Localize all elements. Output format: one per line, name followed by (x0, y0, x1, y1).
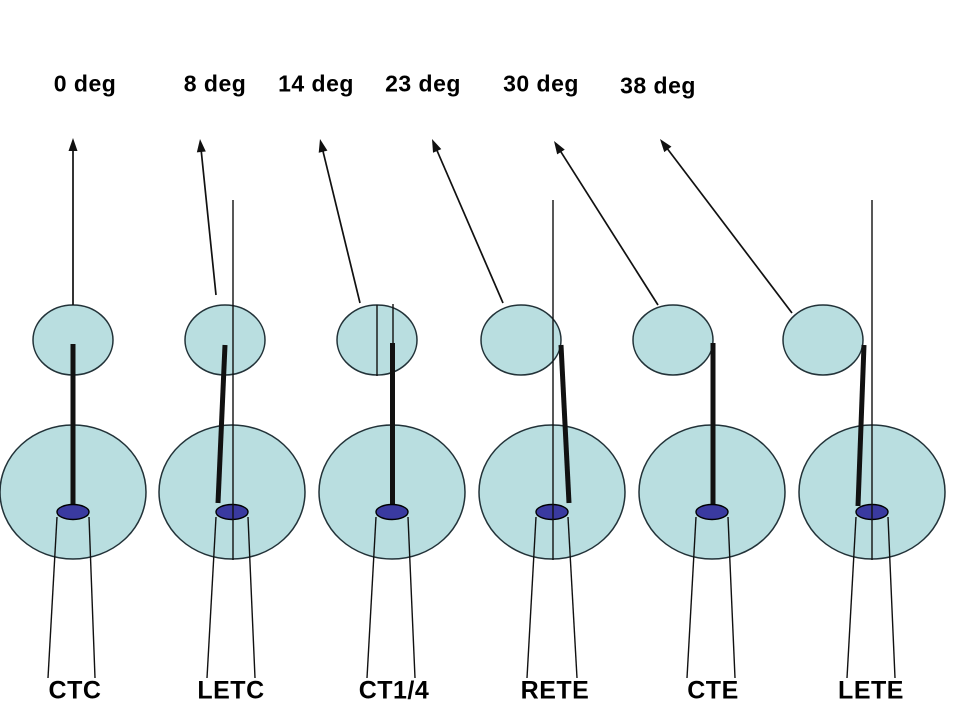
pelvis-ellipse (695, 503, 729, 521)
arrow-head (318, 139, 328, 153)
arrow-shaft (199, 143, 217, 296)
leg-line (88, 516, 96, 679)
figure-label-ct14: CT1/4 (358, 676, 430, 705)
angle-label-ctc: 0 deg (53, 70, 117, 97)
figure-cte (554, 141, 786, 679)
head-circle (632, 304, 714, 376)
leg-line (407, 516, 416, 679)
arrow-head (660, 139, 672, 153)
figure-label-lete: LETE (838, 676, 904, 705)
leg-line (846, 516, 857, 679)
figure-ctc (0, 138, 147, 679)
leg-line (206, 516, 217, 679)
pelvis-ellipse (215, 503, 249, 521)
leg-line (47, 516, 58, 679)
body-circle (478, 424, 626, 560)
angle-label-letc: 8 deg (183, 70, 247, 97)
pelvis-ellipse (56, 503, 90, 521)
body-circle (158, 424, 306, 560)
angle-label-lete: 38 deg (620, 72, 696, 99)
arrow-shaft (320, 143, 361, 304)
angle-label-cte: 30 deg (503, 70, 579, 97)
arrow-shaft (433, 143, 504, 304)
angle-label-ct14: 14 deg (278, 70, 354, 97)
trunk-line (215, 344, 228, 504)
trunk-line (558, 344, 572, 504)
arrow-shaft (555, 144, 659, 306)
pelvis-ellipse (535, 503, 569, 521)
figure-ct14 (318, 139, 466, 679)
leg-line (567, 516, 578, 679)
figure-lete (660, 139, 946, 679)
leg-line (366, 516, 377, 679)
leg-line (727, 516, 736, 679)
figure-label-rete: RETE (520, 676, 590, 705)
head-circle (782, 304, 864, 376)
arrow-head (68, 138, 78, 151)
trunk-line (855, 344, 867, 507)
figure-label-cte: CTE (687, 676, 739, 705)
pelvis-ellipse (375, 503, 409, 521)
leg-line (887, 516, 896, 679)
head-circle (480, 304, 562, 376)
figure-rete (432, 139, 626, 679)
leg-line (247, 516, 256, 679)
leg-line (686, 516, 697, 679)
figure-letc (158, 139, 306, 679)
arrow-head (554, 141, 565, 155)
arrow-head (196, 139, 206, 153)
leg-line (526, 516, 537, 679)
angle-label-rete: 23 deg (385, 70, 461, 97)
figure-label-ctc: CTC (48, 676, 102, 705)
figure-label-letc: LETC (197, 676, 265, 705)
arrow-shaft (662, 142, 793, 314)
arrow-head (432, 139, 442, 153)
